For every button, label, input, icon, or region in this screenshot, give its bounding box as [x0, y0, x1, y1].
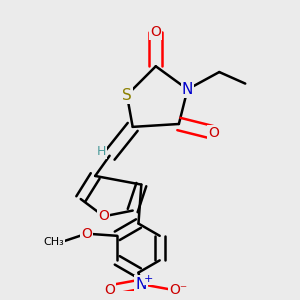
Text: O: O	[208, 126, 219, 140]
Text: N: N	[136, 277, 147, 292]
Text: O: O	[104, 283, 115, 297]
Text: S: S	[122, 88, 132, 103]
Text: N: N	[182, 82, 193, 97]
Text: O: O	[81, 227, 92, 241]
Text: O: O	[98, 209, 109, 223]
Text: +: +	[144, 274, 153, 284]
Text: H: H	[96, 145, 106, 158]
Text: O⁻: O⁻	[169, 283, 188, 297]
Text: O: O	[150, 25, 161, 39]
Text: CH₃: CH₃	[43, 237, 64, 247]
